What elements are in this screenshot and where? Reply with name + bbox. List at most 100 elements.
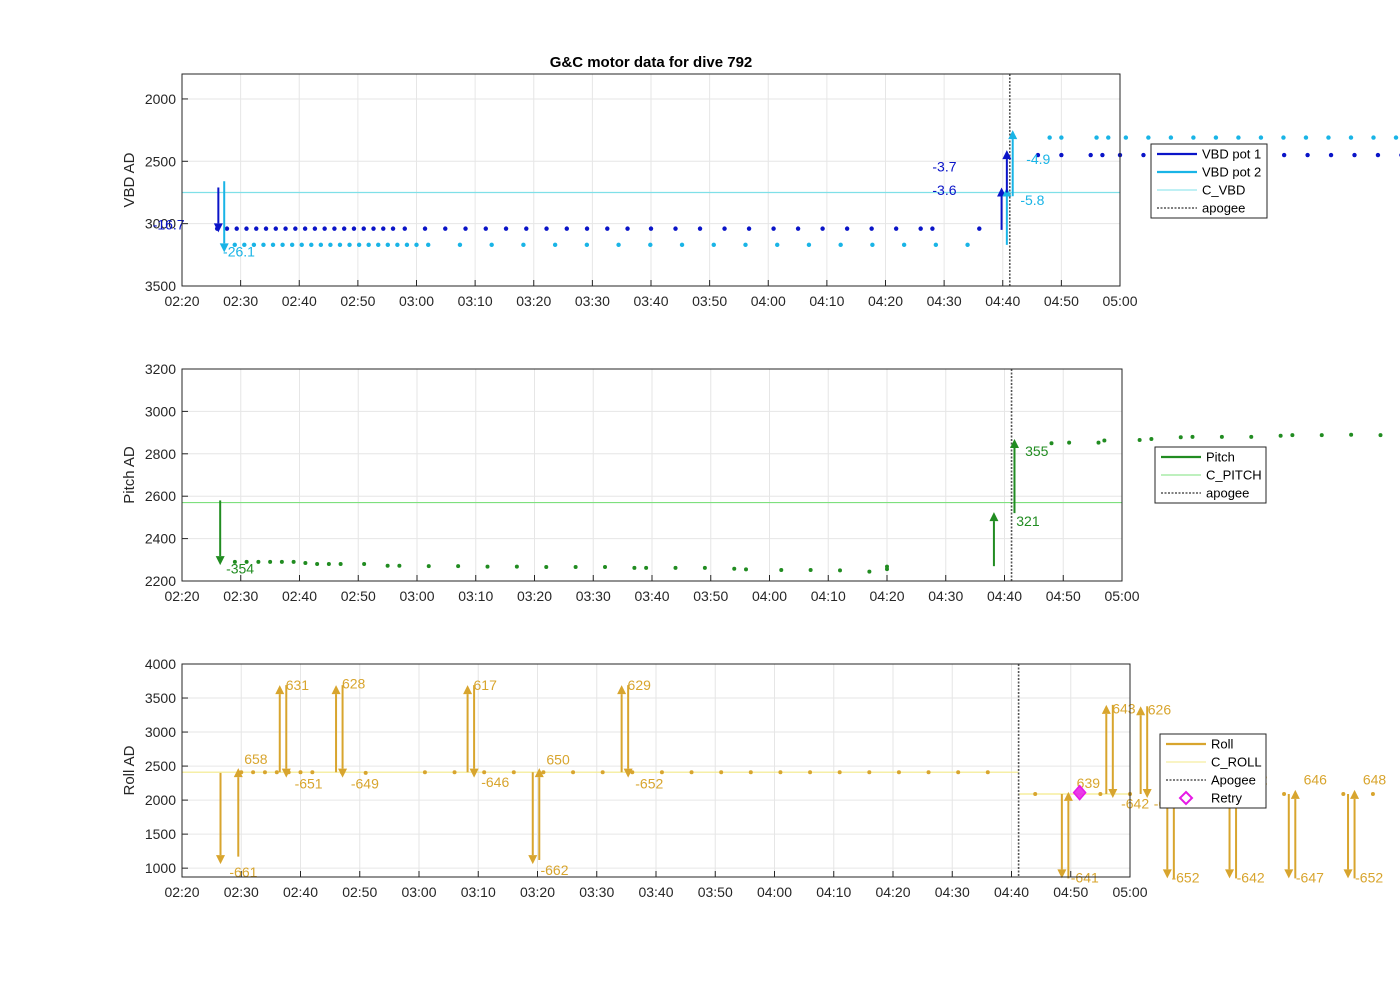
- pitch-point: [603, 565, 607, 570]
- vbd-point: [648, 242, 653, 248]
- roll-point: [298, 770, 303, 775]
- roll-arrow-head: [1225, 869, 1235, 879]
- vbd-point: [322, 226, 327, 231]
- roll-point: [748, 770, 753, 775]
- pitch-xtick-label: 02:40: [282, 588, 317, 604]
- roll-xtick-label: 03:30: [579, 884, 614, 900]
- roll-xtick-label: 03:20: [520, 884, 555, 900]
- vbd-point: [1146, 135, 1151, 140]
- vbd-point: [697, 226, 703, 231]
- vbd-point: [457, 242, 463, 248]
- pitch-point: [1378, 433, 1383, 438]
- vbd-point: [318, 242, 324, 248]
- vbd-ytick-label: 2500: [145, 153, 176, 169]
- roll-ytick-label: 3000: [145, 724, 176, 740]
- roll-point: [541, 770, 546, 775]
- pitch-ytick-label: 2600: [145, 488, 176, 504]
- roll-legend: Roll C_ROLL Apogee Retry: [1159, 733, 1267, 809]
- vbd-point: [483, 226, 488, 231]
- pitch-ytick-label: 3000: [145, 403, 176, 419]
- pitch-point: [362, 562, 367, 567]
- vbd-point: [489, 242, 494, 248]
- roll-point: [896, 770, 901, 775]
- vbd-ytick-label: 3000: [145, 216, 176, 232]
- roll-point: [1033, 791, 1038, 796]
- vbd-point: [673, 226, 678, 231]
- vbd-point: [232, 242, 237, 248]
- pitch-point: [838, 568, 842, 573]
- pitch-xtick-label: 04:10: [811, 588, 846, 604]
- pitch-point: [1319, 433, 1324, 438]
- pitch-point: [732, 566, 737, 571]
- vbd-point: [309, 242, 314, 248]
- vbd-point: [1236, 135, 1241, 140]
- pitch-point: [338, 562, 343, 567]
- vbd-point: [289, 242, 295, 248]
- pitch-arrow-head: [215, 556, 225, 566]
- pitch-ytick-label: 2800: [145, 446, 176, 462]
- roll-arrow-head: [1162, 869, 1172, 879]
- vbd-point: [711, 242, 716, 248]
- roll-point: [867, 770, 872, 775]
- roll-arrow-head: [275, 685, 285, 695]
- vbd-point: [395, 242, 400, 248]
- roll-legend-label: Retry: [1211, 791, 1243, 806]
- vbd-point: [869, 226, 874, 231]
- vbd-point: [293, 226, 298, 231]
- pitch-legend-label: Pitch: [1206, 450, 1235, 465]
- roll-arrow-head: [534, 768, 544, 778]
- pitch-move-label: -354: [226, 561, 254, 577]
- roll-move-label: 648: [1363, 771, 1387, 787]
- vbd-point: [844, 226, 850, 231]
- pitch-ytick-label: 3200: [145, 361, 176, 377]
- vbd-point: [390, 226, 396, 231]
- vbd-move-label: -4.9: [1026, 151, 1050, 167]
- vbd-point: [1328, 152, 1334, 158]
- vbd-xtick-label: 03:40: [633, 293, 668, 309]
- roll-xtick-label: 03:50: [698, 884, 733, 900]
- pitch-point: [1190, 434, 1195, 439]
- roll-move-label: 626: [1148, 701, 1172, 717]
- roll-legend-label: Apogee: [1211, 773, 1256, 788]
- roll-move-label: -646: [481, 774, 509, 790]
- pitch-point: [673, 565, 678, 570]
- vbd-point: [1035, 152, 1041, 158]
- roll-move-label: 631: [286, 677, 310, 693]
- roll-move-label: -651: [295, 776, 323, 792]
- pitch-axes-box: [181, 368, 1123, 582]
- roll-move-label: 658: [244, 751, 268, 767]
- roll-point: [1370, 791, 1375, 796]
- vbd-point: [605, 226, 610, 231]
- pitch-point: [1149, 436, 1154, 441]
- vbd-xtick-label: 04:30: [927, 293, 962, 309]
- pitch-ylabel: Pitch AD: [121, 446, 138, 504]
- vbd-point: [341, 226, 347, 231]
- vbd-point: [347, 242, 352, 248]
- vbd-point: [722, 226, 727, 231]
- roll-point: [262, 770, 267, 775]
- vbd-point: [1088, 152, 1093, 158]
- vbd-point: [965, 242, 970, 248]
- roll-point: [274, 770, 279, 775]
- vbd-point: [977, 226, 982, 231]
- vbd-point: [1305, 152, 1310, 158]
- vbd-point: [385, 242, 391, 248]
- vbd-point: [244, 226, 249, 231]
- vbd-legend-box: [1150, 143, 1268, 219]
- roll-point: [689, 770, 694, 775]
- vbd-xtick-label: 03:20: [516, 293, 551, 309]
- roll-move-label: -642: [1121, 795, 1149, 811]
- roll-legend-box: [1159, 733, 1267, 809]
- vbd-point: [224, 226, 230, 231]
- vbd-point: [254, 226, 259, 231]
- roll-xtick-label: 03:10: [461, 884, 496, 900]
- vbd-point: [795, 226, 801, 231]
- vbd-point: [820, 226, 825, 231]
- vbd-move-label: -26.1: [223, 244, 255, 260]
- vbd-xtick-label: 03:50: [692, 293, 727, 309]
- vbd-point: [1348, 135, 1354, 140]
- pitch-point: [808, 567, 813, 572]
- pitch-xtick-label: 03:40: [634, 588, 669, 604]
- vbd-point: [503, 226, 509, 231]
- pitch-xtick-label: 04:40: [987, 588, 1022, 604]
